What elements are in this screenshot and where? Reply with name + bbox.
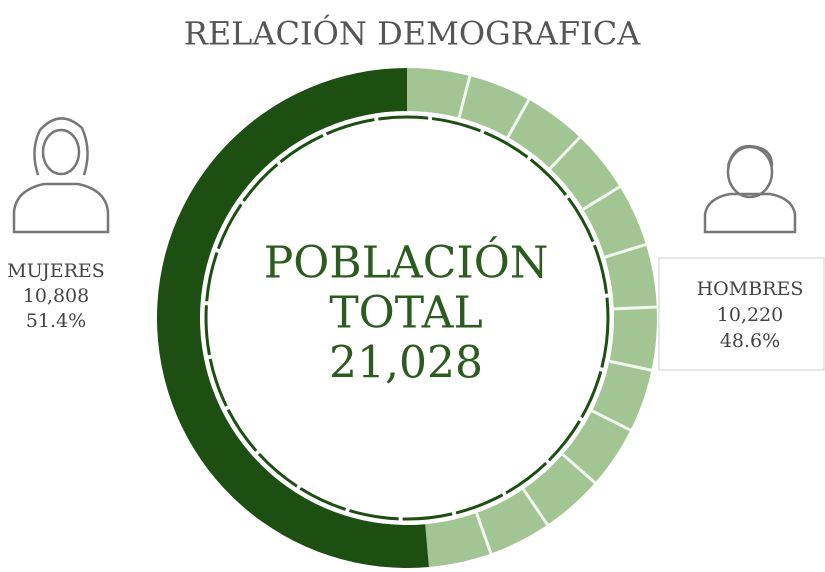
segment-divider — [604, 243, 647, 259]
legend-box — [658, 257, 825, 371]
segment-divider — [613, 305, 657, 311]
donut-segment — [407, 68, 657, 568]
female-icon — [12, 117, 110, 234]
segment-divider — [582, 185, 621, 211]
count-label: 10,808 — [23, 285, 89, 307]
percent-label: 51.4% — [26, 310, 86, 332]
count-label: 10,220 — [717, 304, 783, 326]
male-icon — [703, 144, 797, 234]
segment-divider — [591, 409, 632, 432]
donut-segment — [157, 68, 429, 568]
center-total: 21,028 — [329, 338, 483, 389]
segment-divider — [522, 488, 549, 526]
segment-divider — [457, 75, 472, 119]
segment-divider — [506, 98, 531, 138]
inner-ring — [204, 115, 610, 521]
segment-divider — [475, 512, 493, 554]
center-title: POBLACIÓN — [264, 236, 549, 289]
segment-divider — [609, 359, 652, 372]
legend-label: HOMBRES — [697, 278, 804, 300]
legend-label: MUJERES — [7, 260, 105, 282]
percent-label: 48.6% — [720, 330, 780, 352]
chart-title: RELACIÓN DEMOGRAFICA — [184, 15, 641, 53]
center-title: TOTAL — [329, 288, 482, 339]
segment-divider — [561, 453, 597, 484]
segment-divider — [549, 136, 581, 170]
